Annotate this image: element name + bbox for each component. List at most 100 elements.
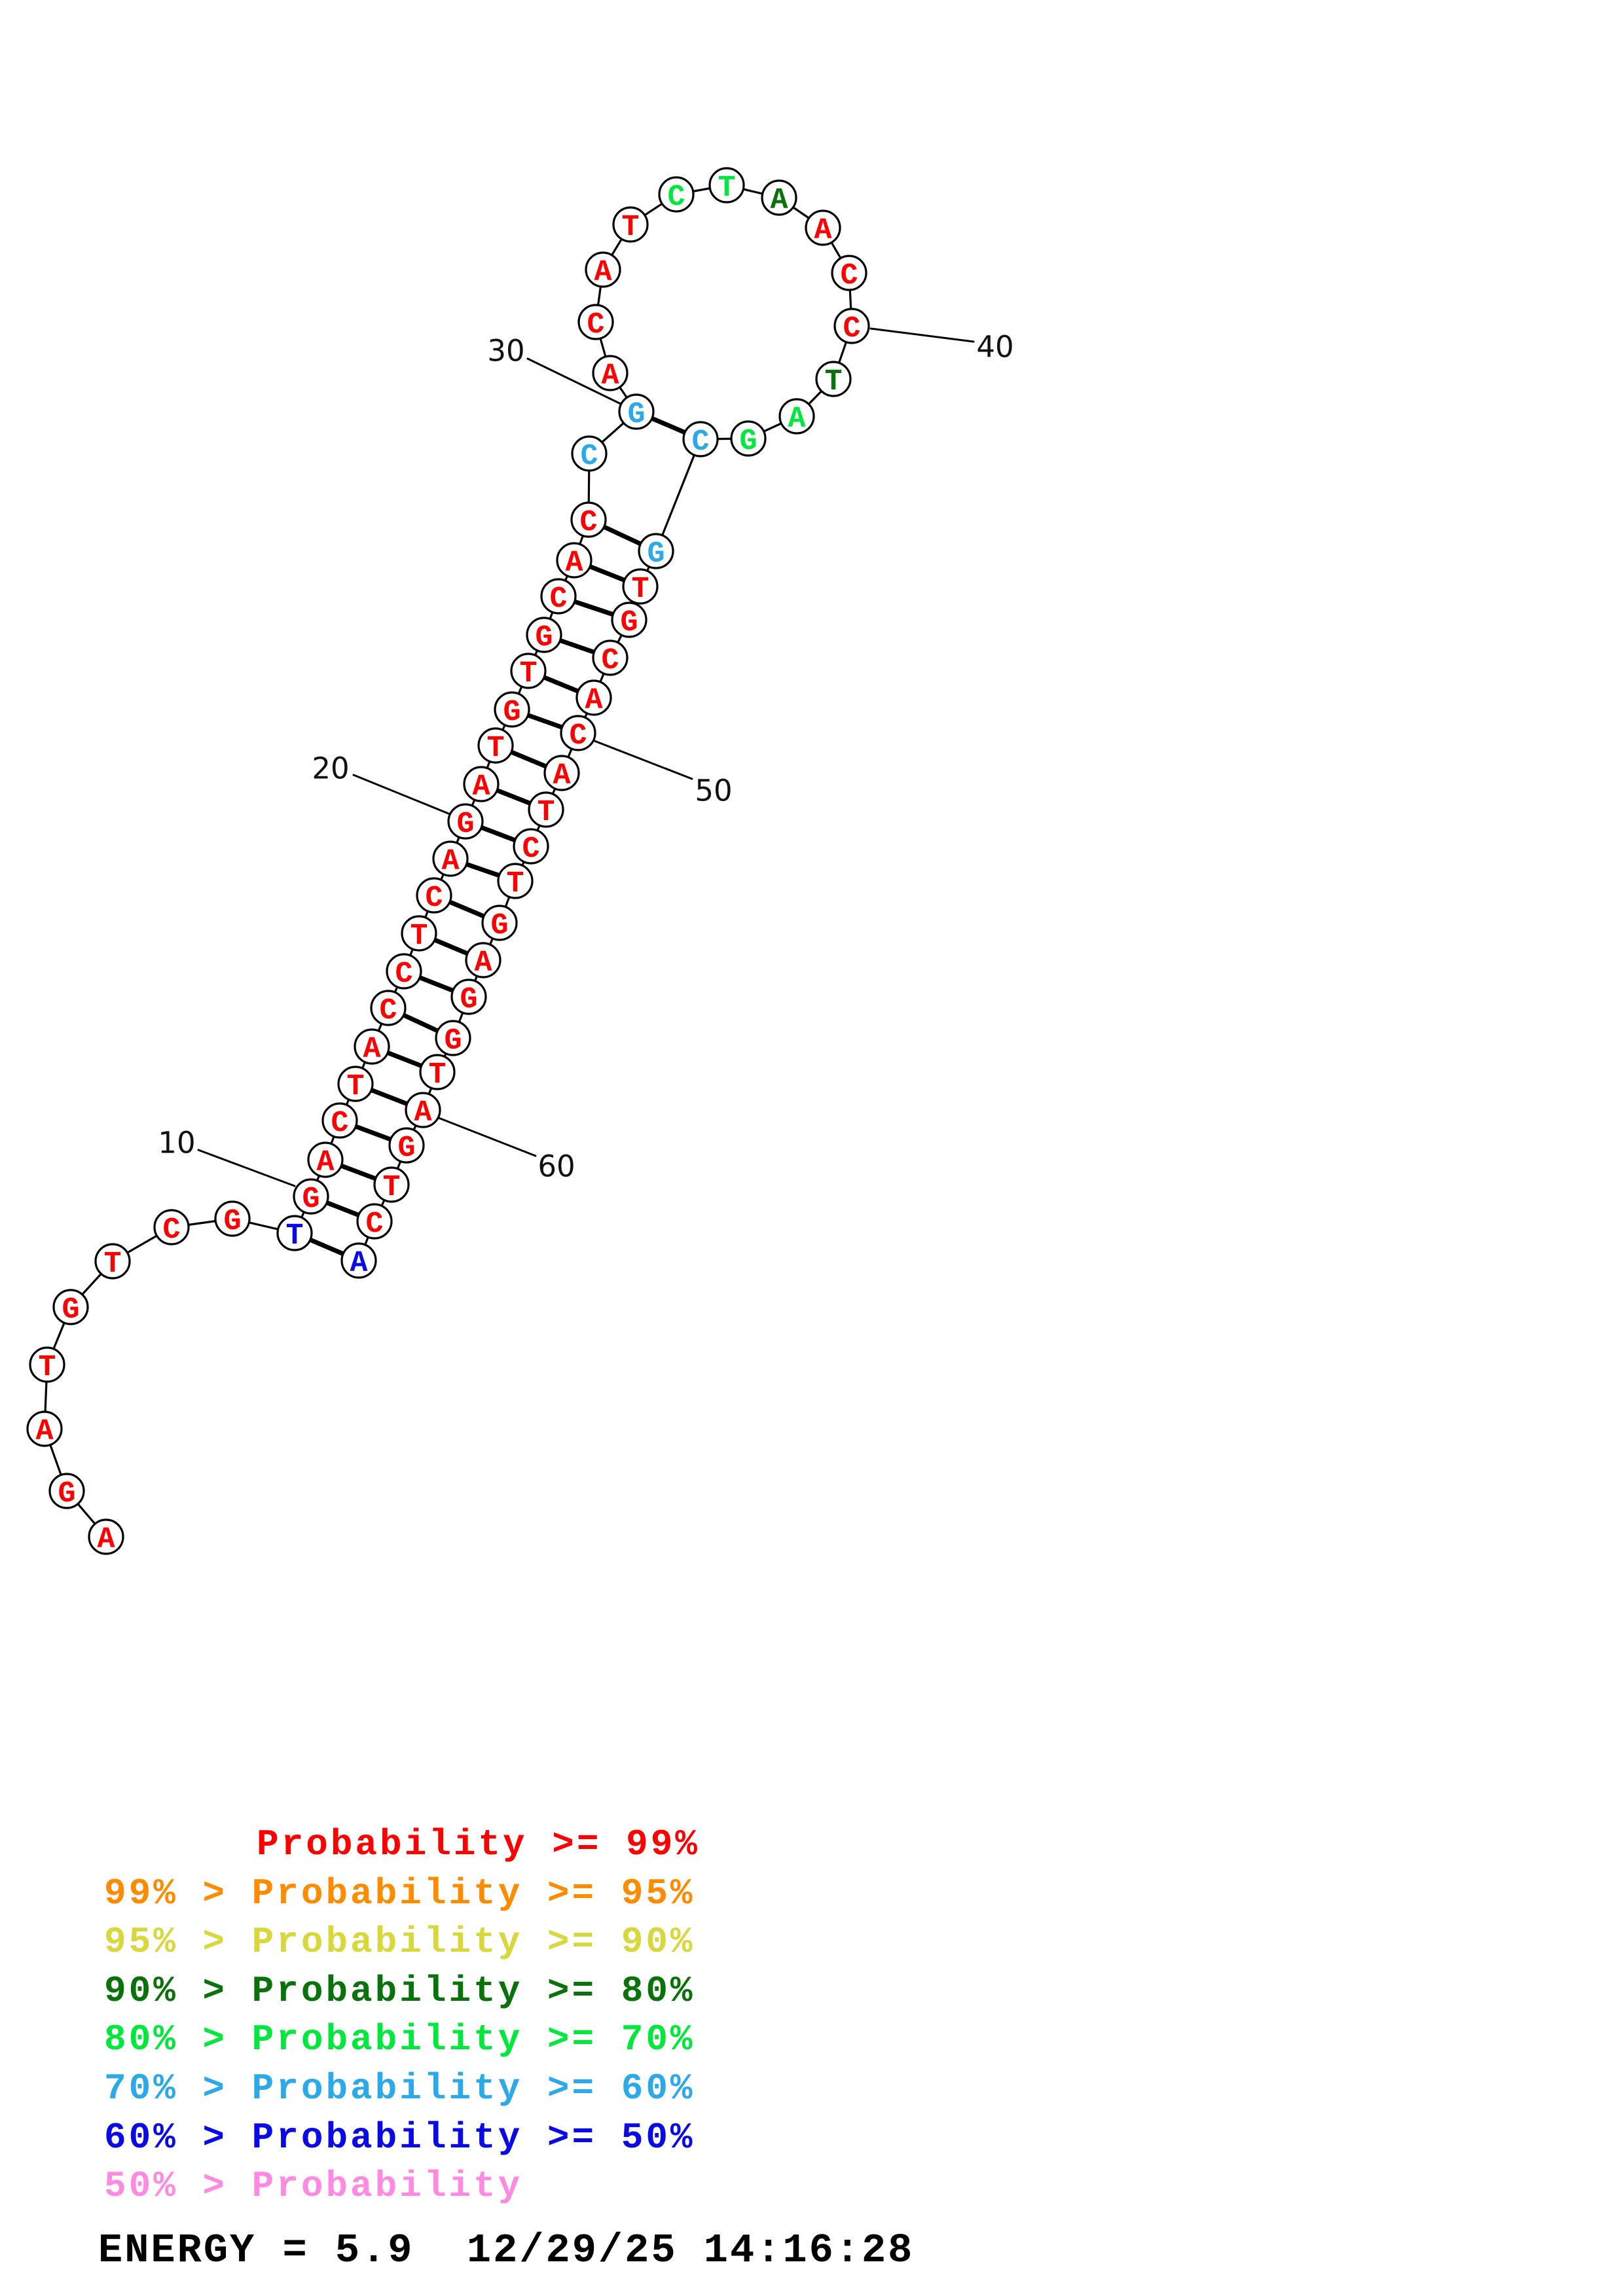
position-leader-50 bbox=[593, 740, 693, 780]
nucleotide-17-T: T bbox=[401, 915, 437, 953]
nucleotide-letter: C bbox=[522, 833, 539, 866]
nucleotide-circle bbox=[612, 206, 649, 243]
nucleotide-circle bbox=[577, 304, 614, 340]
legend-row-1: Probability >= 99% bbox=[257, 1823, 700, 1865]
nucleotide-46-T: T bbox=[622, 568, 659, 606]
nucleotide-circle bbox=[761, 179, 797, 216]
nucleotide-circle bbox=[450, 978, 487, 1015]
nucleotide-14-A: A bbox=[354, 1028, 390, 1066]
nucleotide-circle bbox=[432, 840, 469, 877]
legend-row-5: 80% > Probability >= 70% bbox=[104, 2018, 695, 2060]
nucleotide-letter: T bbox=[410, 920, 428, 953]
nucleotide-59-T: T bbox=[419, 1054, 456, 1092]
nucleotide-22-T: T bbox=[477, 727, 514, 765]
nucleotide-circle bbox=[88, 1518, 124, 1555]
probability-legend: Probability >= 99% 99% > Probability >= 9… bbox=[104, 1823, 700, 2207]
nucleotide-letter: G bbox=[535, 621, 553, 655]
nucleotide-letter: G bbox=[620, 606, 638, 639]
nucleotide-letter: T bbox=[285, 1219, 303, 1253]
nucleotide-circle bbox=[373, 1166, 410, 1203]
nucleotide-circle bbox=[638, 533, 674, 569]
nucleotide-letter: T bbox=[631, 573, 649, 606]
nucleotide-circle bbox=[497, 863, 534, 899]
nucleotide-40-C: C bbox=[833, 308, 870, 346]
nucleotide-circle bbox=[386, 953, 422, 990]
nucleotide-15-C: C bbox=[370, 990, 407, 1028]
nucleotide-circle bbox=[447, 803, 484, 840]
nucleotide-circle bbox=[307, 1141, 344, 1178]
nucleotide-circle bbox=[337, 1066, 374, 1102]
nucleotide-56-A: A bbox=[465, 942, 501, 980]
nucleotide-31-A: A bbox=[592, 355, 629, 393]
nucleotide-letter: T bbox=[506, 867, 524, 901]
nucleotide-letter: A bbox=[472, 770, 490, 804]
nucleotide-57-G: G bbox=[450, 978, 487, 1016]
nucleotide-circle bbox=[540, 578, 577, 615]
nucleotide-circle bbox=[401, 915, 437, 952]
nucleotide-5-G: G bbox=[52, 1289, 89, 1327]
nucleotide-circle bbox=[592, 355, 629, 391]
nucleotide-circle bbox=[477, 727, 514, 764]
nucleotide-43-G: G bbox=[730, 420, 767, 458]
nucleotide-63-C: C bbox=[356, 1203, 393, 1241]
nucleotide-letter: A bbox=[414, 1096, 431, 1130]
nucleotide-1-A: A bbox=[88, 1518, 124, 1556]
nucleotide-circle bbox=[276, 1215, 313, 1251]
nucleotide-letter: T bbox=[428, 1058, 446, 1092]
nucleotide-11-A: A bbox=[307, 1141, 344, 1179]
legend-row-7: 60% > Probability >= 50% bbox=[104, 2117, 695, 2159]
nucleotide-19-A: A bbox=[432, 840, 469, 878]
nucleotide-circle bbox=[571, 435, 608, 472]
legend-row-2: 99% > Probability >= 95% bbox=[104, 1873, 695, 1914]
nucleotide-circle bbox=[682, 421, 719, 457]
nucleotide-circle bbox=[805, 209, 841, 246]
nucleotide-9-T: T bbox=[276, 1215, 313, 1253]
nucleotide-circle bbox=[153, 1209, 190, 1246]
nucleotide-letter: A bbox=[363, 1033, 380, 1066]
nucleotide-letter: C bbox=[162, 1213, 180, 1247]
nucleotide-circle bbox=[214, 1200, 251, 1237]
nucleotide-circle bbox=[611, 601, 647, 638]
nucleotide-30-G: G bbox=[618, 393, 655, 431]
nucleotide-circle bbox=[29, 1346, 65, 1383]
nucleotide-21-A: A bbox=[463, 766, 500, 804]
nucleotide-letter: C bbox=[569, 719, 587, 753]
nucleotide-37-A: A bbox=[761, 179, 797, 217]
nucleotide-letter: A bbox=[553, 759, 570, 793]
nucleotide-circle bbox=[293, 1178, 329, 1215]
nucleotide-circle bbox=[833, 308, 870, 344]
nucleotide-circle bbox=[340, 1242, 377, 1279]
nucleotide-letter: A bbox=[474, 946, 492, 980]
nucleotide-letter: G bbox=[739, 425, 757, 458]
nucleotide-circle bbox=[419, 1054, 456, 1090]
energy-caption: ENERGY = 5.9 12/29/25 14:16:28 bbox=[98, 2227, 912, 2274]
nucleotide-letter: C bbox=[691, 425, 709, 459]
nucleotide-circle bbox=[465, 942, 501, 978]
nucleotide-circle bbox=[370, 990, 407, 1026]
nucleotide-letter: C bbox=[579, 506, 597, 539]
nucleotide-letter: G bbox=[302, 1183, 319, 1216]
position-labels: 10 20 30 40 50 60 bbox=[158, 330, 1013, 1184]
nucleotide-circle bbox=[463, 766, 500, 802]
nucleotide-41-T: T bbox=[815, 361, 852, 399]
position-leader-10 bbox=[197, 1149, 296, 1187]
nucleotide-25-G: G bbox=[526, 617, 562, 655]
nucleotide-circle bbox=[778, 398, 815, 435]
nucleotide-61-G: G bbox=[388, 1127, 425, 1165]
nucleotide-29-C: C bbox=[571, 435, 608, 473]
nucleotide-51-A: A bbox=[543, 755, 580, 793]
nucleotide-letter: G bbox=[503, 696, 520, 729]
nucleotide-circle bbox=[560, 715, 596, 751]
nucleotide-letter: A bbox=[585, 684, 602, 717]
nucleotide-circle bbox=[575, 679, 612, 716]
legend-row-6: 70% > Probability >= 60% bbox=[104, 2068, 695, 2109]
nucleotide-58-G: G bbox=[435, 1020, 471, 1058]
nucleotide-18-C: C bbox=[416, 877, 452, 915]
nucleotide-circle bbox=[528, 791, 564, 828]
nucleotide-letter: A bbox=[814, 214, 831, 247]
nucleotide-circle bbox=[52, 1289, 89, 1325]
nucleotide-letter: T bbox=[346, 1070, 364, 1103]
nucleotide-letter: G bbox=[456, 808, 474, 841]
nucleotide-circle bbox=[592, 639, 629, 676]
